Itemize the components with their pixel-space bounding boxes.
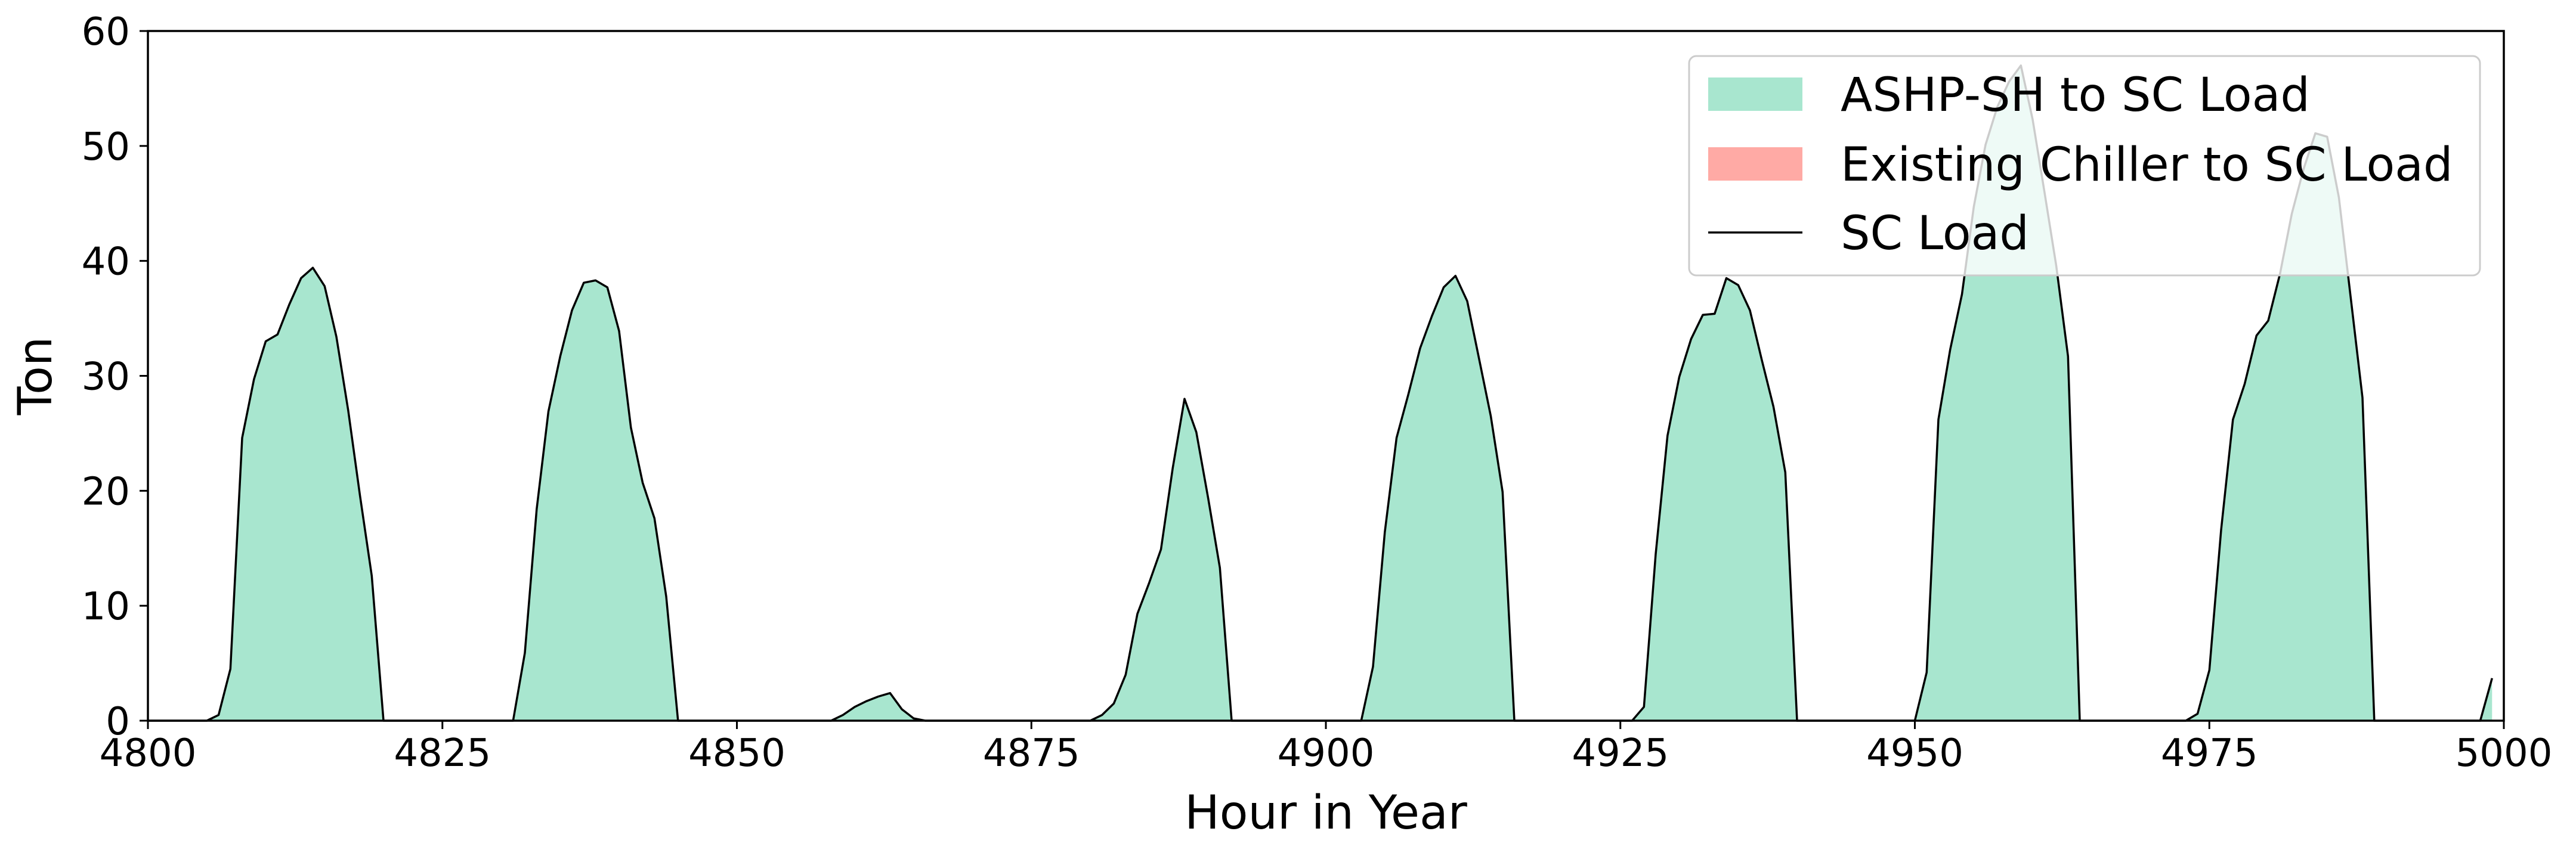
x-tick-label: 4900 [1278, 731, 1375, 776]
legend-swatch [1708, 147, 1802, 181]
y-tick-label: 20 [82, 470, 130, 514]
x-tick-label: 4925 [1572, 731, 1669, 776]
x-tick-label: 4950 [1866, 731, 1963, 776]
x-tick-label: 4875 [983, 731, 1080, 776]
legend-label: ASHP-SH to SC Load [1841, 69, 2310, 122]
y-tick-label: 0 [106, 700, 130, 744]
legend: ASHP-SH to SC Load Existing Chiller to SC… [1688, 55, 2481, 277]
sc-load-line [148, 64, 2493, 722]
y-tick-label: 10 [82, 585, 130, 629]
x-tick-label: 4850 [688, 731, 786, 776]
ashp-area [148, 65, 2492, 721]
y-tick-label: 60 [82, 10, 130, 54]
axes: 4800 4825 4850 4875 4900 4925 4950 4975 5000 0 10 2… [9, 10, 2552, 840]
legend-box [1688, 55, 2481, 277]
y-tick-label: 30 [82, 355, 130, 399]
x-tick-label: 4975 [2161, 731, 2258, 776]
legend-label: Existing Chiller to SC Load [1841, 138, 2453, 192]
y-tick-label: 40 [82, 240, 130, 284]
legend-label: SC Load [1841, 207, 2029, 260]
x-axis-title: Hour in Year [1185, 786, 1468, 840]
x-tick-label: 4825 [394, 731, 491, 776]
legend-swatch [1708, 77, 1802, 111]
y-axis-title: Ton [9, 337, 63, 416]
x-tick-label: 5000 [2456, 731, 2553, 776]
plot-area [148, 64, 2493, 722]
y-tick-label: 50 [82, 125, 130, 169]
x-tick-label: 4800 [100, 731, 197, 776]
